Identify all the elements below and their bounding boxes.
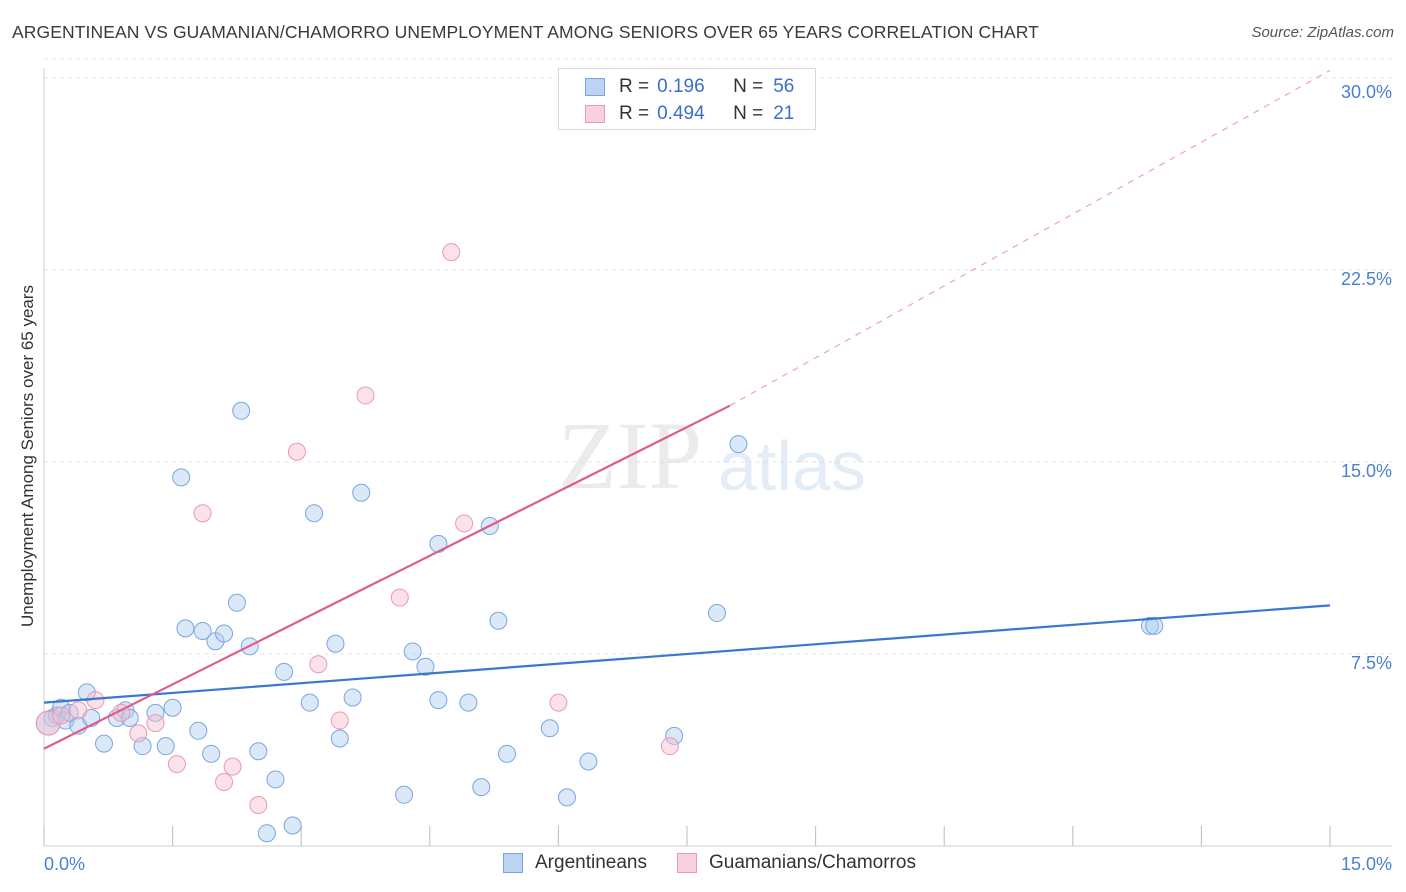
- legend-n-label: N =: [733, 76, 764, 97]
- guamanians-point-14: [330, 711, 349, 730]
- guamanians-point-12: [287, 442, 306, 461]
- legend-r-label: R =: [619, 76, 650, 97]
- argentineans-point-34: [330, 729, 349, 748]
- guamanians-point-8: [193, 504, 212, 523]
- argentineans-point-23: [227, 593, 246, 612]
- data-points: [35, 243, 1164, 843]
- guamanians-point-18: [455, 514, 474, 533]
- argentineans-point-40: [429, 691, 448, 710]
- legend-swatch-guamanians: [585, 105, 605, 123]
- argentineans-point-27: [257, 824, 276, 843]
- argentineans-point-22: [215, 624, 234, 643]
- argentineans-point-24: [232, 401, 251, 420]
- legend-label-guamanians: Guamanians/Chamorros: [708, 852, 916, 873]
- trendline-guamanians: [43, 404, 731, 750]
- gridlines: [44, 58, 1392, 655]
- legend-r-label: R =: [619, 103, 650, 124]
- stats-legend: R = 0.196 N = 56 R = 0.494 N = 21: [558, 68, 816, 130]
- argentineans-point-54: [1145, 616, 1164, 635]
- argentineans-point-28: [266, 770, 285, 789]
- source-label: Source: ZipAtlas.com: [1251, 24, 1394, 41]
- watermark-atlas: atlas: [718, 427, 866, 505]
- argentineans-point-47: [540, 719, 559, 738]
- guamanians-point-15: [356, 386, 375, 405]
- series-legend: Argentineans Guamanians/Chamorros: [503, 852, 946, 874]
- guamanians-point-20: [660, 737, 679, 756]
- y-tick-label-0: 7.5%: [1351, 653, 1392, 673]
- argentineans-point-41: [429, 534, 448, 553]
- watermark: ZIP atlas: [558, 402, 866, 509]
- y-tick-label-2: 22.5%: [1341, 269, 1392, 289]
- argentineans-point-31: [300, 693, 319, 712]
- argentineans-point-26: [249, 742, 268, 761]
- argentineans-point-35: [343, 688, 362, 707]
- argentineans-point-11: [120, 709, 139, 727]
- argentineans-point-53: [1140, 616, 1159, 635]
- argentineans-point-13: [146, 703, 165, 722]
- legend-item-guamanians[interactable]: Guamanians/Chamorros: [676, 852, 916, 874]
- argentineans-point-19: [193, 621, 212, 640]
- argentineans-point-51: [708, 604, 727, 623]
- argentineans-point-37: [395, 785, 414, 804]
- argentineans-point-42: [459, 693, 478, 712]
- trendline-guamanians-extension: [729, 69, 1331, 407]
- argentineans-point-33: [326, 634, 345, 653]
- guamanians-point-17: [442, 243, 461, 262]
- trend-lines: [43, 69, 1331, 750]
- guamanians-point-7: [167, 755, 186, 774]
- argentineans-point-49: [579, 752, 598, 771]
- legend-swatch-guamanians: [676, 853, 697, 873]
- argentineans-point-20: [202, 744, 221, 763]
- guamanians-point-2: [69, 701, 88, 720]
- x-tick-label-1: 15.0%: [1341, 854, 1392, 874]
- legend-swatch-argentineans: [503, 853, 523, 873]
- argentineans-point-39: [416, 657, 435, 676]
- guamanians-point-10: [223, 757, 242, 776]
- argentineans-point-45: [489, 611, 508, 630]
- guamanians-point-5: [129, 724, 148, 743]
- legend-row-argentineans: R = 0.196 N = 56: [585, 74, 794, 100]
- legend-label-argentineans: Argentineans: [535, 852, 647, 873]
- legend-row-guamanians: R = 0.494 N = 21: [585, 101, 794, 127]
- y-tick-label-1: 15.0%: [1341, 461, 1392, 481]
- argentineans-point-48: [557, 788, 576, 807]
- guamanians-point-1: [52, 706, 71, 725]
- argentineans-point-46: [497, 744, 516, 763]
- argentineans-point-17: [176, 619, 195, 638]
- argentineans-point-43: [472, 778, 491, 797]
- guamanians-point-9: [215, 773, 234, 791]
- guamanians-point-19: [549, 693, 568, 712]
- guamanians-point-16: [390, 588, 409, 607]
- argentineans-point-8: [95, 734, 114, 753]
- argentineans-point-30: [283, 816, 302, 835]
- legend-n-value: 21: [773, 103, 795, 124]
- guamanians-point-11: [249, 796, 268, 815]
- tick-labels: 7.5% 15.0% 22.5% 30.0% 0.0% 15.0%: [44, 82, 1392, 874]
- y-tick-label-3: 30.0%: [1341, 82, 1392, 102]
- legend-n-value: 56: [773, 76, 795, 97]
- x-tick-label-0: 0.0%: [44, 854, 85, 874]
- argentineans-point-16: [172, 468, 191, 487]
- argentineans-point-29: [275, 662, 294, 681]
- guamanians-point-13: [309, 655, 328, 674]
- argentineans-point-32: [305, 504, 324, 523]
- argentineans-point-36: [352, 483, 371, 502]
- argentineans-point-18: [189, 721, 208, 740]
- legend-r-value: 0.196: [657, 76, 705, 97]
- guamanians-point-0: [35, 710, 61, 736]
- chart-title: ARGENTINEAN VS GUAMANIAN/CHAMORRO UNEMPL…: [12, 22, 1039, 42]
- guamanians-point-6: [146, 714, 165, 733]
- legend-n-label: N =: [733, 103, 764, 124]
- argentineans-point-38: [403, 642, 422, 661]
- argentineans-point-50: [665, 726, 684, 745]
- argentineans-point-52: [729, 435, 748, 454]
- argentineans-point-14: [156, 737, 175, 756]
- legend-swatch-argentineans: [585, 78, 605, 96]
- legend-r-value: 0.494: [657, 103, 705, 124]
- legend-item-argentineans[interactable]: Argentineans: [503, 852, 647, 874]
- argentineans-point-15: [163, 698, 182, 717]
- trendline-argentineans: [43, 604, 1331, 704]
